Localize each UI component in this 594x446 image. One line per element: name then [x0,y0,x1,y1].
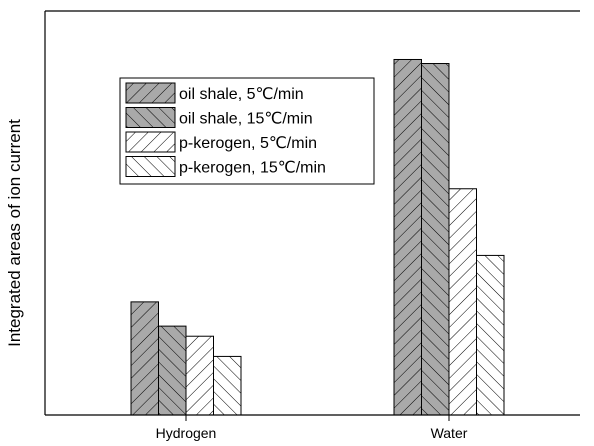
legend-label-3: p-kerogen, 5℃/min [179,135,317,152]
x-tick-label-hydrogen: Hydrogen [156,425,217,441]
legend-swatch-2 [125,107,176,128]
bars [130,58,505,416]
x-ticks: Hydrogen Water [156,409,468,441]
legend-label-2: oil shale, 15℃/min [179,111,313,128]
x-tick-label-water: Water [431,425,468,441]
bar-hatch-hydrogen-series-2 [158,325,187,416]
legend-label-1: oil shale, 5℃/min [179,86,304,103]
bar-hatch-water-series-3 [448,188,477,416]
bar-hatch-water-series-2 [421,63,450,416]
bar-hatch-hydrogen-series-4 [213,355,242,416]
legend-swatch-1 [125,82,176,104]
legend: oil shale, 5℃/min oil shale, 15℃/min p-ker… [119,77,375,185]
axes [44,10,580,416]
bar-hatch-water-series-1 [393,58,422,416]
y-axis-label: Integrated areas of ion current [5,119,24,347]
legend-swatch-3 [125,131,176,153]
legend-swatch-4 [125,156,176,177]
bar-hatch-hydrogen-series-3 [185,335,214,416]
bar-hatch-hydrogen-series-1 [130,301,159,416]
legend-label-4: p-kerogen, 15℃/min [179,160,326,177]
bar-hatch-water-series-4 [476,254,505,416]
